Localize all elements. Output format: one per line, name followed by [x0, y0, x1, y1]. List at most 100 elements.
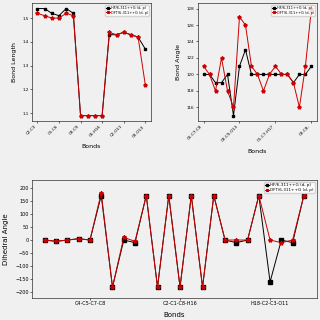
HF/6-311++G (d, p): [274, 73, 277, 76]
HF/6-311++G (d, p): [291, 241, 294, 244]
DFT/6-311++G (d, p): [202, 64, 205, 68]
HF/6-311++G (d, p): [43, 238, 47, 242]
DFT/6-311++G (d, p): [223, 238, 227, 242]
DFT/6-311++G (d, p): [136, 35, 140, 39]
HF/6-311++G (d, p): [223, 238, 227, 242]
HF/6-311++G (d, p): [143, 47, 147, 51]
DFT/6-311++G (d, p): [250, 64, 253, 68]
Y-axis label: Bond Length: Bond Length: [12, 42, 17, 82]
HF/6-311++G (d, p): [108, 33, 111, 37]
HF/6-311++G (d, p): [246, 238, 250, 242]
HF/6-311++G (d, p): [36, 7, 39, 11]
DFT/6-311++G (d, p): [133, 239, 137, 243]
DFT/6-311++G (d, p): [279, 73, 283, 76]
DFT/6-311++G (d, p): [115, 33, 118, 37]
HF/6-311++G (d, p): [54, 239, 58, 243]
HF/6-311++G (d, p): [250, 73, 253, 76]
HF/6-311++G (d, p): [220, 81, 223, 84]
HF/6-311++G (d, p): [298, 73, 301, 76]
DFT/6-311++G (d, p): [257, 194, 261, 197]
HF/6-311++G (d, p): [136, 35, 140, 39]
HF/6-311++G (d, p): [268, 280, 272, 284]
X-axis label: Bonds: Bonds: [248, 149, 267, 154]
HF/6-311++G (d, p): [232, 114, 236, 117]
Line: DFT/6-311++G (d, p): DFT/6-311++G (d, p): [36, 12, 147, 117]
HF/6-311++G (d, p): [133, 241, 137, 244]
DFT/6-311++G (d, p): [167, 194, 171, 197]
DFT/6-311++G (d, p): [122, 30, 126, 34]
HF/6-311++G (d, p): [202, 73, 205, 76]
DFT/6-311++G (d, p): [244, 23, 247, 27]
DFT/6-311++G (d, p): [50, 16, 54, 20]
DFT/6-311++G (d, p): [279, 241, 283, 244]
Line: HF/6-311++G (d, p): HF/6-311++G (d, p): [43, 194, 306, 289]
X-axis label: Bonds: Bonds: [82, 144, 101, 149]
DFT/6-311++G (d, p): [237, 15, 241, 19]
DFT/6-311++G (d, p): [43, 238, 47, 242]
HF/6-311++G (d, p): [212, 194, 216, 197]
HF/6-311++G (d, p): [189, 194, 193, 197]
Y-axis label: Dihedral Angle: Dihedral Angle: [4, 213, 10, 265]
DFT/6-311++G (d, p): [36, 12, 39, 15]
Line: DFT/6-311++G (d, p): DFT/6-311++G (d, p): [43, 191, 306, 289]
DFT/6-311++G (d, p): [54, 239, 58, 243]
HF/6-311++G (d, p): [178, 285, 182, 289]
DFT/6-311++G (d, p): [99, 191, 103, 195]
HF/6-311++G (d, p): [285, 73, 289, 76]
HF/6-311++G (d, p): [144, 194, 148, 197]
DFT/6-311++G (d, p): [66, 238, 69, 242]
HF/6-311++G (d, p): [208, 73, 212, 76]
DFT/6-311++G (d, p): [274, 64, 277, 68]
DFT/6-311++G (d, p): [302, 194, 306, 197]
DFT/6-311++G (d, p): [93, 114, 97, 117]
DFT/6-311++G (d, p): [246, 238, 250, 242]
HF/6-311++G (d, p): [226, 73, 229, 76]
DFT/6-311++G (d, p): [77, 237, 81, 241]
DFT/6-311++G (d, p): [234, 238, 238, 242]
HF/6-311++G (d, p): [257, 194, 261, 197]
DFT/6-311++G (d, p): [256, 73, 260, 76]
HF/6-311++G (d, p): [99, 194, 103, 197]
Y-axis label: Bond Angle: Bond Angle: [176, 44, 181, 80]
DFT/6-311++G (d, p): [88, 238, 92, 242]
HF/6-311++G (d, p): [261, 73, 265, 76]
HF/6-311++G (d, p): [88, 238, 92, 242]
HF/6-311++G (d, p): [122, 238, 126, 242]
DFT/6-311++G (d, p): [100, 114, 104, 117]
DFT/6-311++G (d, p): [156, 285, 159, 289]
HF/6-311++G (d, p): [50, 12, 54, 15]
DFT/6-311++G (d, p): [43, 14, 46, 18]
HF/6-311++G (d, p): [93, 114, 97, 117]
DFT/6-311++G (d, p): [285, 73, 289, 76]
Line: HF/6-311++G (d, p): HF/6-311++G (d, p): [36, 7, 147, 117]
DFT/6-311++G (d, p): [122, 236, 126, 239]
HF/6-311++G (d, p): [100, 114, 104, 117]
HF/6-311++G (d, p): [279, 73, 283, 76]
HF/6-311++G (d, p): [71, 12, 75, 15]
HF/6-311++G (d, p): [302, 194, 306, 197]
HF/6-311++G (d, p): [292, 81, 295, 84]
HF/6-311++G (d, p): [309, 64, 313, 68]
DFT/6-311++G (d, p): [212, 194, 216, 197]
DFT/6-311++G (d, p): [108, 30, 111, 34]
Legend: HF/6-311++G (d, p), DFT/6-311++G (d, p): HF/6-311++G (d, p), DFT/6-311++G (d, p): [105, 5, 149, 16]
DFT/6-311++G (d, p): [178, 285, 182, 289]
HF/6-311++G (d, p): [86, 114, 90, 117]
HF/6-311++G (d, p): [268, 73, 271, 76]
HF/6-311++G (d, p): [115, 33, 118, 37]
Line: HF/6-311++G (d, p): HF/6-311++G (d, p): [202, 48, 313, 117]
HF/6-311++G (d, p): [43, 7, 46, 11]
DFT/6-311++G (d, p): [309, 7, 313, 11]
HF/6-311++G (d, p): [64, 7, 68, 11]
HF/6-311++G (d, p): [244, 48, 247, 52]
DFT/6-311++G (d, p): [303, 64, 307, 68]
DFT/6-311++G (d, p): [298, 106, 301, 109]
Line: DFT/6-311++G (d, p): DFT/6-311++G (d, p): [202, 7, 313, 109]
DFT/6-311++G (d, p): [268, 73, 271, 76]
DFT/6-311++G (d, p): [268, 238, 272, 242]
DFT/6-311++G (d, p): [86, 114, 90, 117]
DFT/6-311++G (d, p): [201, 285, 204, 289]
DFT/6-311++G (d, p): [232, 106, 236, 109]
HF/6-311++G (d, p): [129, 33, 133, 37]
HF/6-311++G (d, p): [122, 30, 126, 34]
